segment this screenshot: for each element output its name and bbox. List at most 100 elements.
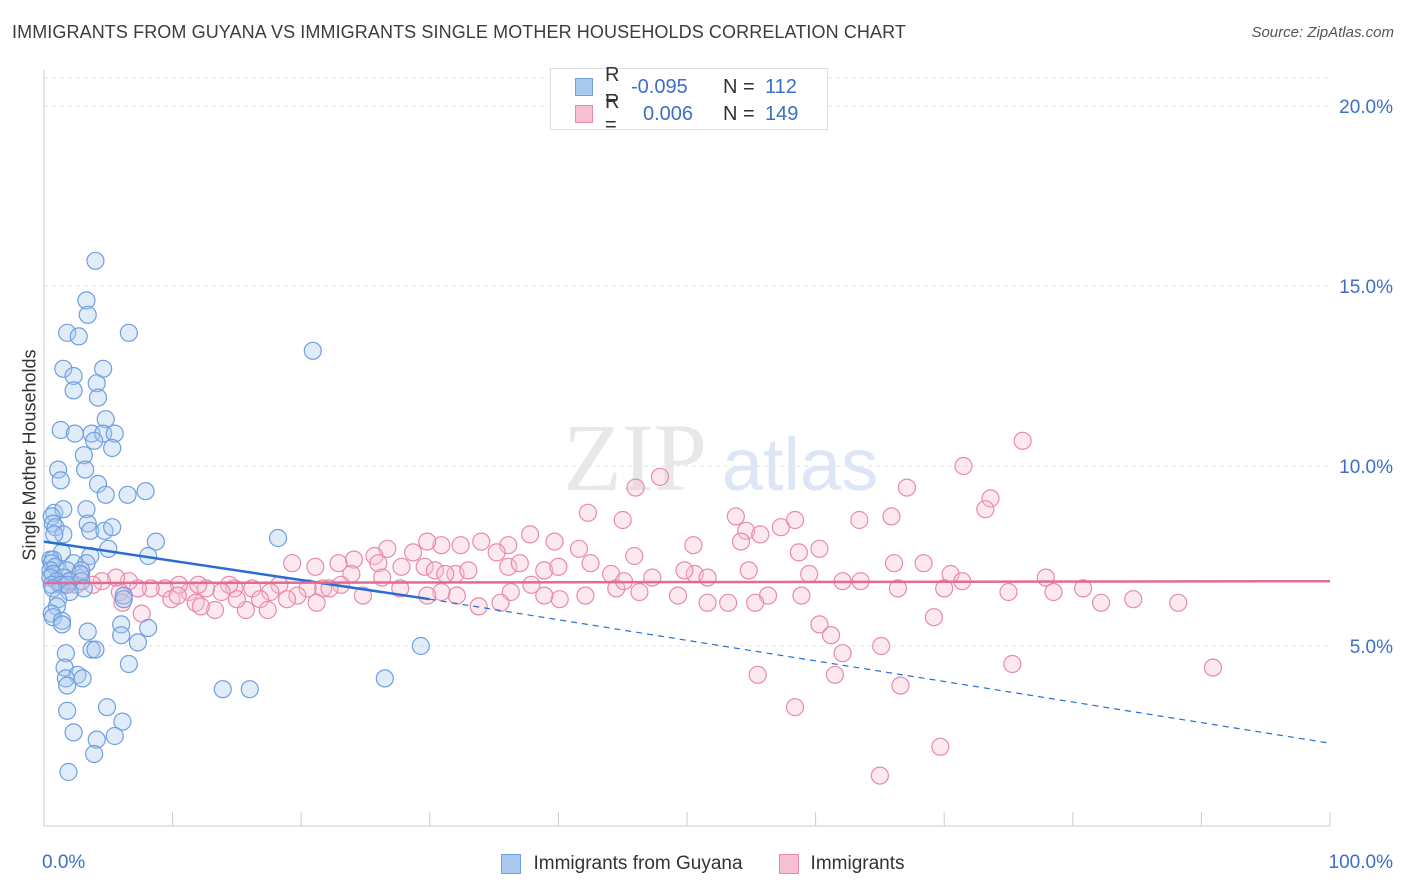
data-point <box>451 536 470 555</box>
data-point <box>277 590 297 609</box>
data-point <box>739 561 758 580</box>
data-point <box>1203 658 1223 677</box>
data-point <box>499 536 518 555</box>
data-point <box>168 586 187 605</box>
data-point <box>643 568 662 587</box>
data-point <box>810 539 829 558</box>
data-point <box>283 554 302 573</box>
data-point <box>139 618 158 638</box>
data-point <box>1003 654 1022 674</box>
data-point <box>369 554 388 573</box>
data-point <box>976 500 995 519</box>
data-point <box>459 561 478 580</box>
data-point <box>418 586 437 605</box>
data-point <box>212 582 231 602</box>
data-point <box>105 424 124 443</box>
data-point <box>821 626 841 645</box>
legend-label-guyana: Immigrants from Guyana <box>533 853 743 874</box>
data-point <box>924 608 944 627</box>
data-point <box>64 366 83 386</box>
watermark-atlas: atlas <box>722 423 878 506</box>
data-point <box>872 636 891 656</box>
y-tick-label: 10.0% <box>1339 457 1393 478</box>
data-point <box>522 575 541 594</box>
data-point <box>792 586 811 605</box>
data-point <box>85 744 104 764</box>
data-point <box>114 590 133 609</box>
data-point <box>751 525 770 544</box>
data-point <box>306 557 325 576</box>
data-point <box>698 568 717 587</box>
trend-line-guyana <box>43 540 430 601</box>
data-point <box>45 525 64 544</box>
data-point <box>77 291 96 310</box>
data-point <box>472 532 491 551</box>
legend-label-immigrants: Immigrants <box>810 853 905 874</box>
data-point <box>850 510 869 530</box>
data-point <box>86 251 105 270</box>
data-point <box>227 590 246 609</box>
data-point <box>186 593 205 612</box>
data-point <box>897 478 917 497</box>
series-immigrants <box>54 431 1223 785</box>
series-legend: Immigrants from Guyana Immigrants <box>0 851 1406 877</box>
trend-line-guyana-extrapolated <box>429 598 1331 744</box>
data-point <box>630 582 649 602</box>
data-point <box>51 420 70 440</box>
trend-lines <box>43 540 1331 744</box>
data-point <box>535 561 554 580</box>
data-point <box>392 557 411 576</box>
data-point <box>52 615 72 634</box>
data-point <box>800 564 819 584</box>
data-point <box>607 579 626 598</box>
data-point <box>719 593 738 612</box>
r-label: R = <box>605 91 620 136</box>
data-point <box>288 586 307 605</box>
source-label: Source: ZipAtlas.com <box>1251 24 1394 41</box>
data-point <box>99 539 118 558</box>
data-point <box>76 460 95 479</box>
data-point <box>205 600 225 620</box>
data-point <box>128 633 147 652</box>
chart-title: IMMIGRANTS FROM GUYANA VS IMMIGRANTS SIN… <box>12 22 906 42</box>
data-point <box>888 579 908 598</box>
data-point <box>92 572 111 591</box>
data-point <box>103 438 122 458</box>
data-point <box>771 518 790 537</box>
data-point <box>487 543 506 562</box>
data-point <box>731 532 751 551</box>
n-label: N = <box>723 75 755 98</box>
data-point <box>85 431 104 450</box>
data-point <box>78 305 97 324</box>
data-point <box>46 518 65 537</box>
data-point <box>981 489 1000 508</box>
grid-lines <box>44 77 1330 647</box>
data-point <box>499 557 518 576</box>
axes <box>43 70 1331 827</box>
data-point <box>54 500 73 519</box>
data-point <box>626 478 645 497</box>
data-point <box>535 586 554 605</box>
r-value: 0.006 <box>643 102 694 125</box>
data-point <box>550 590 569 609</box>
legend-item-guyana: Immigrants from Guyana <box>501 853 743 875</box>
data-point <box>491 593 510 612</box>
data-point <box>1091 593 1111 612</box>
r-label: R = <box>605 64 620 109</box>
data-point <box>891 676 910 695</box>
data-point <box>73 669 92 688</box>
data-point <box>748 665 767 684</box>
data-point <box>64 554 83 573</box>
correlation-legend: R = -0.095 N = 112 R = 0.006 N = 149 <box>550 64 828 136</box>
data-point <box>307 593 326 612</box>
data-point <box>870 766 890 785</box>
series-guyana <box>41 251 430 782</box>
data-point <box>112 626 131 645</box>
data-point <box>213 680 232 699</box>
data-point <box>96 485 115 504</box>
y-tick-label: 20.0% <box>1339 97 1393 118</box>
legend-swatch-immigrants <box>575 105 593 123</box>
data-point <box>97 698 117 717</box>
data-point <box>510 554 529 573</box>
data-point <box>59 762 78 782</box>
